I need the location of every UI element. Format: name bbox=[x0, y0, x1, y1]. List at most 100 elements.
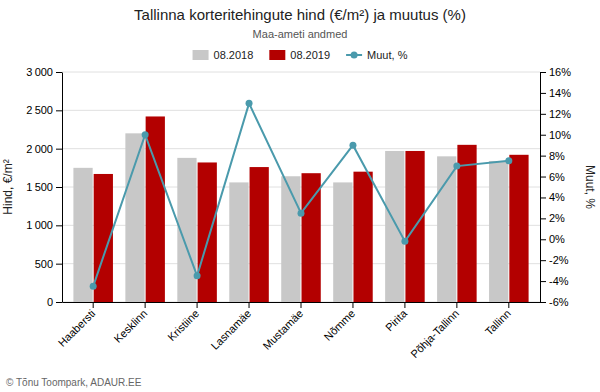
y2-tick-label: 14% bbox=[549, 87, 571, 99]
y-tick-mark bbox=[56, 264, 62, 265]
bar bbox=[489, 161, 508, 302]
x-tick-mark bbox=[93, 302, 94, 308]
y2-tick: 6% bbox=[540, 171, 565, 183]
bar bbox=[229, 182, 248, 302]
line bbox=[93, 103, 509, 286]
y-tick: 3 000 bbox=[26, 66, 62, 78]
x-tick-mark bbox=[404, 302, 405, 308]
y-tick: 1 500 bbox=[26, 181, 62, 193]
y-tick-mark bbox=[56, 225, 62, 226]
chart: Tallinna korteritehingute hind (€/m²) ja… bbox=[0, 0, 600, 392]
bar bbox=[385, 151, 404, 302]
x-tick-mark bbox=[508, 302, 509, 308]
y-tick-label: 2 500 bbox=[26, 104, 53, 116]
x-tick-label: Nõmme bbox=[322, 307, 358, 343]
y-tick: 2 500 bbox=[26, 104, 62, 116]
legend-swatch bbox=[193, 50, 209, 60]
y2-tick: 14% bbox=[540, 87, 571, 99]
y2-tick-label: -6% bbox=[549, 296, 569, 308]
line-marker bbox=[453, 163, 460, 170]
x-tick: Pirita bbox=[383, 302, 410, 333]
y2-tick-label: 8% bbox=[549, 150, 565, 162]
y2-tick-mark bbox=[540, 72, 546, 73]
x-tick-mark bbox=[145, 302, 146, 308]
bar bbox=[198, 162, 217, 302]
y2-tick-mark bbox=[540, 135, 546, 136]
x-tick: Lasnamäe bbox=[209, 302, 254, 352]
x-tick-mark bbox=[456, 302, 457, 308]
y2-tick-label: 6% bbox=[549, 171, 565, 183]
y2-tick: -2% bbox=[540, 254, 569, 266]
y2-tick-mark bbox=[540, 260, 546, 261]
y-tick-label: 1 000 bbox=[26, 219, 53, 231]
marks bbox=[73, 100, 528, 302]
x-axis: HaaberstiKesklinnKristiineLasnamäeMustam… bbox=[56, 302, 541, 360]
y2-tick-label: 16% bbox=[549, 66, 571, 78]
bar bbox=[437, 156, 456, 302]
x-tick-label: Põhja-Tallinn bbox=[408, 307, 461, 360]
y2-tick-label: -2% bbox=[549, 254, 569, 266]
x-tick: Tallinn bbox=[483, 302, 514, 338]
y-tick-label: 3 000 bbox=[26, 66, 53, 78]
x-tick-mark bbox=[249, 302, 250, 308]
grid-line bbox=[62, 72, 540, 73]
y2-tick-label: -4% bbox=[549, 275, 569, 287]
line-marker bbox=[349, 142, 356, 149]
annotation: © Tõnu Toompark, ADAUR.EE bbox=[6, 377, 142, 388]
y2-tick-mark bbox=[540, 177, 546, 178]
legend-item: Muut, % bbox=[346, 49, 408, 61]
y2-tick-mark bbox=[540, 93, 546, 94]
legend: 08.201808.2019Muut, % bbox=[193, 49, 408, 61]
line-marker bbox=[90, 283, 97, 290]
x-tick-label: Pirita bbox=[383, 307, 410, 334]
plot: 0 500 1 000 1 500 2 000 2 500 3 000 -6% -4% -2% 0%… bbox=[1, 66, 597, 360]
y-axis-line bbox=[62, 73, 63, 303]
y2-tick-mark bbox=[540, 156, 546, 157]
y2-tick-mark bbox=[540, 239, 546, 240]
bar bbox=[73, 168, 92, 302]
y2-tick-label: 4% bbox=[549, 191, 565, 203]
y2-tick-label: 10% bbox=[549, 129, 571, 141]
line-marker bbox=[194, 272, 201, 279]
bar bbox=[250, 167, 269, 302]
y2-tick: 8% bbox=[540, 150, 565, 162]
bar bbox=[509, 155, 528, 302]
y-tick-mark bbox=[56, 110, 62, 111]
y-axis: 0 500 1 000 1 500 2 000 2 500 3 000 bbox=[26, 66, 62, 308]
x-tick-mark bbox=[197, 302, 198, 308]
y2-tick: 2% bbox=[540, 212, 565, 224]
x-tick: Haabersti bbox=[56, 302, 98, 349]
y2-tick-mark bbox=[540, 302, 546, 303]
grid bbox=[62, 72, 540, 302]
x-tick: Mustamäe bbox=[260, 302, 305, 352]
legend-label: Muut, % bbox=[367, 49, 408, 61]
y-tick-label: 1 500 bbox=[26, 181, 53, 193]
y-axis-title: Hind, €/m² bbox=[1, 159, 15, 214]
y-tick-label: 0 bbox=[47, 296, 53, 308]
x-tick-mark bbox=[352, 302, 353, 308]
y-tick-mark bbox=[56, 72, 62, 73]
y2-tick: -4% bbox=[540, 275, 569, 287]
line-marker bbox=[246, 100, 253, 107]
line-marker bbox=[401, 238, 408, 245]
bar-series bbox=[73, 133, 508, 302]
y2-tick: -6% bbox=[540, 296, 569, 308]
x-tick: Kristiine bbox=[165, 302, 201, 343]
legend-swatch-marker bbox=[351, 52, 358, 59]
y2-axis: -6%-4%-2%0%2%4%6%8%10%12%14%16% bbox=[540, 66, 571, 308]
y2-tick-mark bbox=[540, 197, 546, 198]
y2-tick-label: 0% bbox=[549, 233, 565, 245]
y2-tick-mark bbox=[540, 114, 546, 115]
y2-tick: 0% bbox=[540, 233, 565, 245]
x-tick: Nõmme bbox=[322, 302, 358, 343]
y-tick: 500 bbox=[35, 258, 62, 270]
line-marker bbox=[505, 157, 512, 164]
y2-tick-label: 2% bbox=[549, 212, 565, 224]
y2-tick-mark bbox=[540, 218, 546, 219]
y-tick-mark bbox=[56, 187, 62, 188]
legend-label: 08.2018 bbox=[214, 49, 254, 61]
y2-axis-title: Muut, % bbox=[583, 165, 597, 209]
y2-tick: 16% bbox=[540, 66, 571, 78]
y-tick-label: 2 000 bbox=[26, 143, 53, 155]
y-tick-label: 500 bbox=[35, 258, 53, 270]
